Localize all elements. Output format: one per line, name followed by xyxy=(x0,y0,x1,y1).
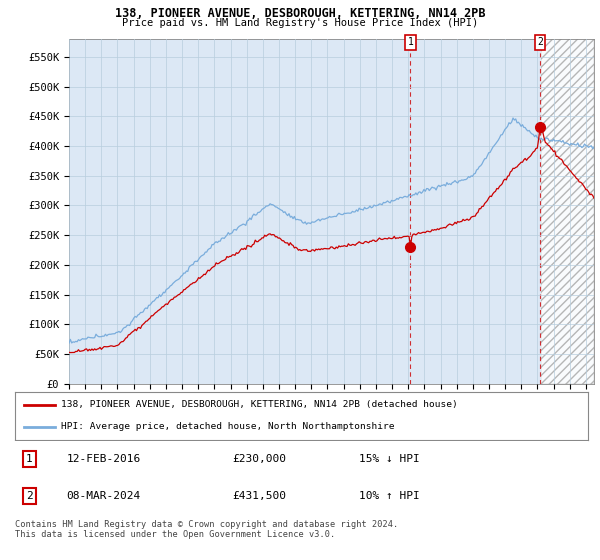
Text: 10% ↑ HPI: 10% ↑ HPI xyxy=(359,491,419,501)
Text: 138, PIONEER AVENUE, DESBOROUGH, KETTERING, NN14 2PB (detached house): 138, PIONEER AVENUE, DESBOROUGH, KETTERI… xyxy=(61,400,458,409)
Text: 2: 2 xyxy=(26,491,33,501)
Bar xyxy=(541,39,594,384)
Text: £230,000: £230,000 xyxy=(233,454,287,464)
Text: 1: 1 xyxy=(26,454,33,464)
Text: 2: 2 xyxy=(537,37,543,47)
Text: 15% ↓ HPI: 15% ↓ HPI xyxy=(359,454,419,464)
Text: 12-FEB-2016: 12-FEB-2016 xyxy=(67,454,141,464)
Text: Contains HM Land Registry data © Crown copyright and database right 2024.
This d: Contains HM Land Registry data © Crown c… xyxy=(15,520,398,539)
Text: Price paid vs. HM Land Registry's House Price Index (HPI): Price paid vs. HM Land Registry's House … xyxy=(122,18,478,29)
Text: £431,500: £431,500 xyxy=(233,491,287,501)
Text: HPI: Average price, detached house, North Northamptonshire: HPI: Average price, detached house, Nort… xyxy=(61,422,394,431)
Bar xyxy=(69,39,541,384)
Text: 138, PIONEER AVENUE, DESBOROUGH, KETTERING, NN14 2PB: 138, PIONEER AVENUE, DESBOROUGH, KETTERI… xyxy=(115,7,485,20)
Text: 08-MAR-2024: 08-MAR-2024 xyxy=(67,491,141,501)
Text: 1: 1 xyxy=(407,37,413,47)
